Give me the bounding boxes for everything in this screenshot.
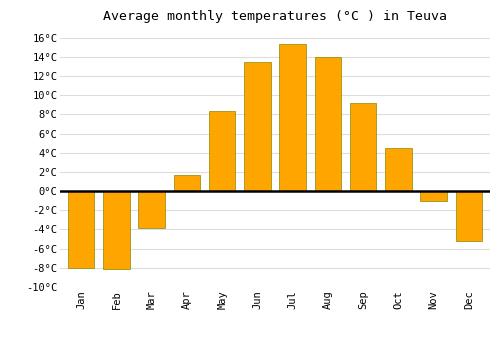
Bar (420, 191, 447, 201)
Bar (456, 191, 482, 241)
Bar (209, 111, 236, 191)
Title: Average monthly temperatures (°C ) in Teuva: Average monthly temperatures (°C ) in Te… (103, 10, 447, 23)
Bar (174, 175, 200, 191)
Bar (280, 44, 306, 191)
Bar (385, 148, 411, 191)
Bar (244, 62, 270, 191)
Bar (68, 191, 94, 268)
Bar (314, 57, 341, 191)
Bar (350, 103, 376, 191)
Bar (138, 191, 165, 228)
Bar (103, 191, 130, 269)
